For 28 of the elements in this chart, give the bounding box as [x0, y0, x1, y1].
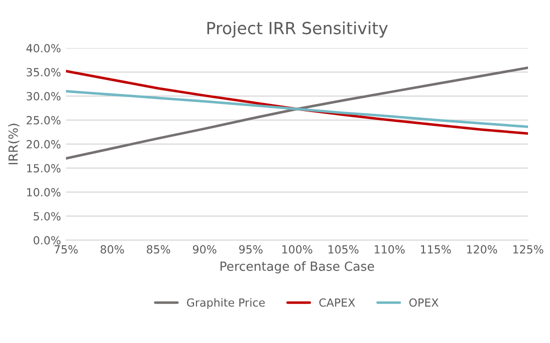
x-tick-label: 120% — [467, 245, 498, 254]
legend-label: CAPEX — [319, 298, 356, 307]
y-tick-label: 25.0% — [26, 116, 61, 124]
y-tick-label: 35.0% — [26, 68, 61, 76]
x-tick-label: 80% — [100, 245, 124, 254]
x-tick-label: 125% — [513, 245, 544, 254]
x-tick-label: 90% — [192, 245, 216, 254]
x-tick-label: 105% — [328, 245, 358, 254]
y-tick-label: 0.0% — [34, 236, 61, 244]
line-series — [66, 90, 528, 128]
y-tick-label: 10.0% — [27, 188, 61, 196]
x-tick-label: 85% — [146, 245, 170, 254]
x-axis-title: Percentage of Base Case — [220, 261, 374, 274]
y-axis-title: IRR(%) — [8, 124, 20, 164]
chart-title: Project IRR Sensitivity — [207, 21, 388, 38]
line-series — [66, 66, 528, 160]
y-tick-label: 5.0% — [34, 212, 61, 220]
x-tick-label: 75% — [54, 245, 78, 254]
x-tick-label: 115% — [420, 245, 451, 254]
x-tick-label: 95% — [239, 245, 263, 254]
x-tick-label: 110% — [374, 245, 405, 254]
y-tick-label: 30.0% — [26, 92, 61, 100]
legend-label: OPEX — [409, 298, 438, 307]
y-tick-label: 40.0% — [26, 44, 61, 52]
x-tick-label: 100% — [282, 245, 312, 254]
y-tick-label: 15.0% — [27, 164, 61, 172]
y-tick-label: 20.0% — [26, 140, 61, 148]
legend-label: Graphite Price — [186, 298, 265, 309]
